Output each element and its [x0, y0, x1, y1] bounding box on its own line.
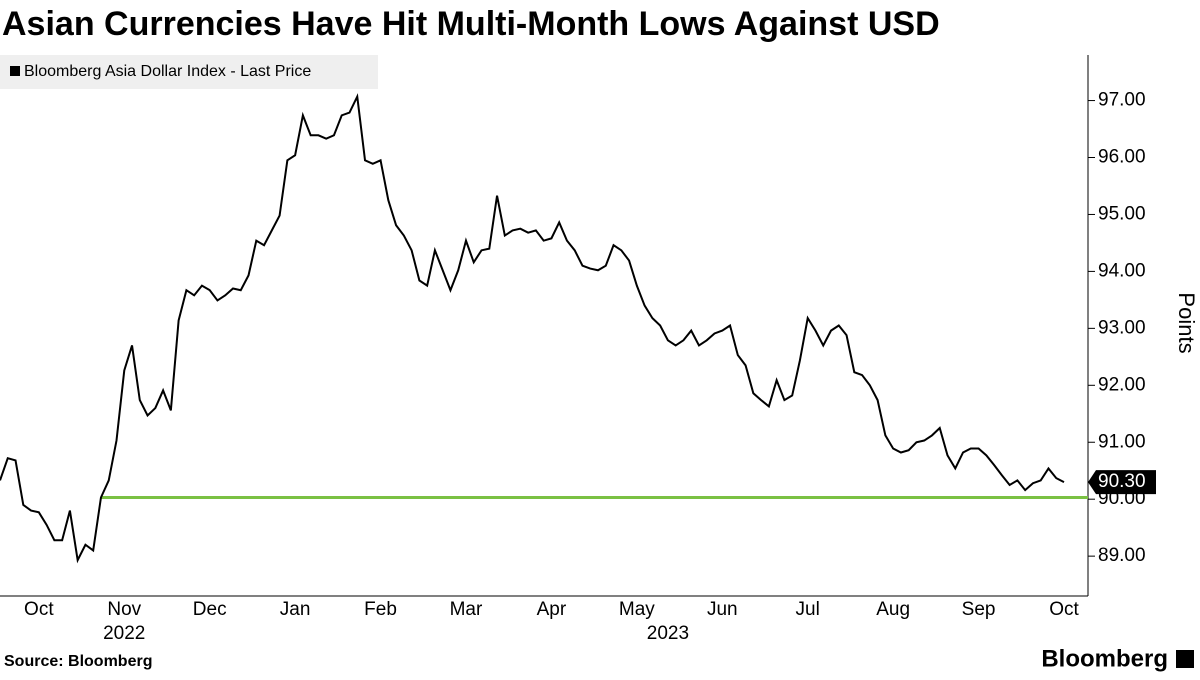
y-tick-label: 93.00	[1098, 317, 1146, 338]
x-tick-label: Jun	[707, 599, 738, 620]
brand: Bloomberg	[1041, 645, 1168, 672]
x-tick-label: Feb	[364, 599, 397, 620]
x-tick-label: Dec	[193, 599, 227, 620]
y-tick-label: 91.00	[1098, 431, 1146, 452]
year-label: 2022	[103, 623, 145, 644]
x-tick-label: Oct	[1049, 599, 1079, 620]
y-tick-label: 94.00	[1098, 260, 1146, 281]
y-tick-label: 92.00	[1098, 374, 1146, 395]
last-value-box	[1088, 470, 1156, 495]
x-tick-label: Sep	[962, 599, 996, 620]
source: Source: Bloomberg	[4, 653, 152, 670]
legend-label: Bloomberg Asia Dollar Index - Last Price	[24, 63, 311, 80]
x-tick-label: Jul	[796, 599, 820, 620]
chart-title: Asian Currencies Have Hit Multi-Month Lo…	[2, 5, 940, 43]
x-tick-label: Mar	[450, 599, 483, 620]
y-axis-title: Points	[1174, 292, 1199, 353]
line	[0, 93, 1065, 564]
x-tick-label: Oct	[24, 599, 54, 620]
x-tick-label: Aug	[876, 599, 910, 620]
legend-box	[0, 55, 378, 89]
x-tick-label: May	[619, 599, 655, 620]
last-value-label: 90.30	[1098, 471, 1146, 492]
x-tick-label: Apr	[537, 599, 567, 620]
y-tick-label: 96.00	[1098, 147, 1146, 168]
brand-icon	[1176, 650, 1194, 668]
y-tick-label: 97.00	[1098, 90, 1146, 111]
legend-swatch	[10, 66, 20, 76]
y-tick-label: 89.00	[1098, 545, 1146, 566]
y-tick-label: 95.00	[1098, 203, 1146, 224]
year-label: 2023	[647, 623, 689, 644]
x-tick-label: Nov	[107, 599, 141, 620]
x-tick-label: Jan	[280, 599, 311, 620]
